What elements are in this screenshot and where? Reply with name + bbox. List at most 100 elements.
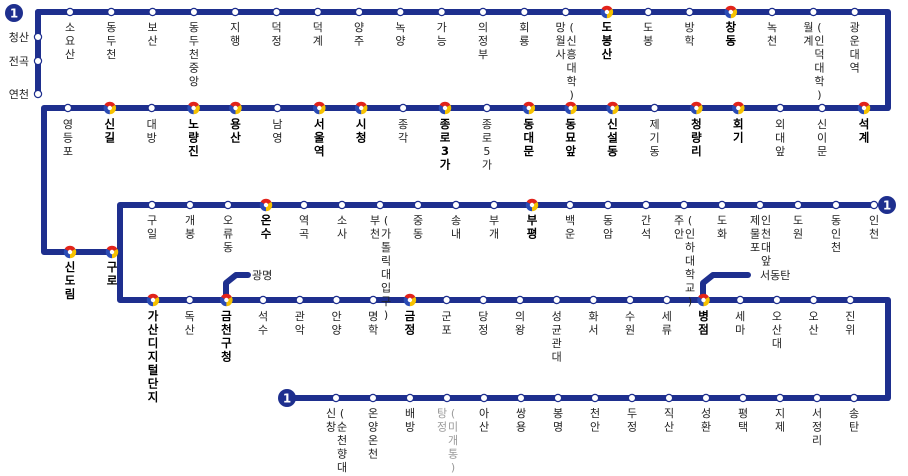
row1-station[interactable] — [148, 7, 157, 17]
row2-transfer-station[interactable] — [564, 101, 577, 115]
row4-station[interactable] — [369, 295, 378, 305]
row3-station[interactable] — [755, 200, 765, 210]
row3-station[interactable] — [603, 200, 613, 210]
row4-transfer-station[interactable] — [403, 293, 417, 307]
row1-station[interactable] — [437, 7, 446, 17]
row4-transfer-station[interactable] — [146, 293, 160, 307]
row1-station[interactable] — [272, 7, 281, 17]
row4-station[interactable] — [846, 295, 855, 305]
row5-station[interactable] — [590, 393, 600, 403]
row1-station[interactable] — [396, 7, 405, 17]
row1-station[interactable] — [478, 7, 488, 17]
row5-station[interactable] — [664, 393, 674, 403]
row5-station[interactable] — [516, 393, 526, 403]
row2-transfer-station[interactable] — [606, 101, 619, 115]
row5-station[interactable] — [368, 393, 378, 403]
row4-station[interactable] — [625, 295, 635, 305]
row3-station[interactable] — [451, 200, 461, 210]
row1-station[interactable] — [561, 7, 570, 17]
row2-transfer-station[interactable] — [690, 101, 703, 115]
row5-station[interactable] — [738, 393, 748, 403]
row4-station[interactable] — [662, 295, 672, 305]
row3-station[interactable] — [831, 200, 841, 210]
row3-station[interactable] — [717, 200, 727, 210]
row2-station[interactable] — [398, 103, 408, 113]
row2-transfer-station[interactable] — [438, 101, 452, 115]
row1-station[interactable] — [685, 7, 694, 17]
row4-station[interactable] — [295, 295, 304, 305]
row2-transfer-station[interactable] — [857, 101, 871, 115]
row2-station[interactable] — [817, 103, 827, 113]
row3-station[interactable] — [869, 200, 879, 210]
row3-transfer-station[interactable] — [525, 198, 539, 212]
row5-station[interactable] — [627, 393, 637, 403]
row1-station[interactable] — [189, 7, 199, 17]
row2-transfer-station[interactable] — [354, 101, 368, 115]
row5-station[interactable] — [849, 393, 859, 403]
row3-station[interactable] — [679, 200, 689, 210]
row2-transfer-station[interactable] — [103, 101, 117, 115]
row3-station[interactable] — [299, 200, 309, 210]
branch-station-seodongtan[interactable]: 서동탄 — [760, 269, 790, 282]
row1-station[interactable] — [230, 7, 240, 17]
row5-station[interactable] — [701, 393, 711, 403]
row3-station[interactable] — [375, 200, 385, 210]
row4-station[interactable] — [809, 295, 818, 305]
row1-transfer-station[interactable] — [600, 5, 614, 19]
row3-station[interactable] — [223, 200, 233, 210]
row4-station[interactable] — [332, 295, 341, 305]
row5-station[interactable] — [812, 393, 822, 403]
row1-station[interactable] — [313, 7, 322, 17]
row3-station[interactable] — [147, 200, 157, 210]
row1-station[interactable] — [520, 7, 529, 17]
row1-transfer-station[interactable] — [724, 5, 738, 19]
row2-station[interactable] — [273, 103, 282, 113]
row4-transfer-station[interactable] — [220, 293, 233, 307]
row2-transfer-station[interactable] — [732, 101, 745, 115]
row5-station[interactable] — [775, 393, 785, 403]
branch-station-gwangmyeong[interactable]: 광명 — [252, 269, 272, 282]
spur-station[interactable] — [33, 89, 43, 99]
row3-station[interactable] — [565, 200, 575, 210]
row2-station[interactable] — [147, 103, 156, 113]
row1-station[interactable] — [65, 7, 75, 17]
row2-station[interactable] — [776, 103, 785, 113]
row3-station[interactable] — [337, 200, 347, 210]
row2-transfer-station[interactable] — [313, 101, 326, 115]
row3-transfer-station[interactable] — [259, 198, 273, 212]
row2-station[interactable] — [650, 103, 659, 113]
row1-station[interactable] — [767, 7, 777, 17]
row1-station[interactable] — [644, 7, 653, 17]
row5-station[interactable] — [331, 393, 341, 403]
row4-station[interactable] — [589, 295, 598, 305]
spur-station[interactable] — [33, 32, 43, 42]
row1-station[interactable] — [850, 7, 859, 17]
row1-station[interactable] — [107, 7, 116, 17]
row5-station[interactable] — [442, 393, 452, 403]
row5-station[interactable] — [553, 393, 563, 403]
row1-station[interactable] — [354, 7, 364, 17]
row3-station[interactable] — [413, 200, 423, 210]
row4-station[interactable] — [736, 295, 745, 305]
junction-transfer-station[interactable] — [63, 245, 77, 259]
row3-station[interactable] — [793, 200, 803, 210]
row4-station[interactable] — [185, 295, 194, 305]
row4-station[interactable] — [258, 295, 268, 305]
row2-transfer-station[interactable] — [187, 101, 200, 115]
row4-station[interactable] — [442, 295, 451, 305]
row5-station[interactable] — [479, 393, 489, 403]
spur-station[interactable] — [33, 56, 43, 66]
row3-station[interactable] — [641, 200, 651, 210]
row4-station[interactable] — [515, 295, 525, 305]
row4-station[interactable] — [772, 295, 782, 305]
row3-station[interactable] — [489, 200, 499, 210]
row2-station[interactable] — [63, 103, 73, 113]
row3-station[interactable] — [185, 200, 195, 210]
junction-transfer-station[interactable] — [105, 245, 119, 259]
row5-station[interactable] — [405, 393, 415, 403]
row4-station[interactable] — [552, 295, 561, 305]
row4-transfer-station[interactable] — [697, 293, 710, 307]
row2-station[interactable] — [482, 103, 492, 113]
row2-transfer-station[interactable] — [522, 101, 536, 115]
row2-transfer-station[interactable] — [229, 101, 242, 115]
